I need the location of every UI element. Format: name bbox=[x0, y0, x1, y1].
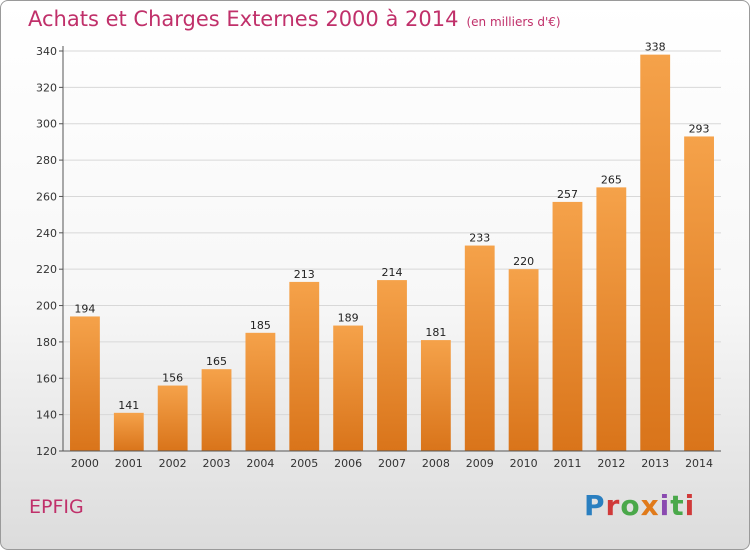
bar bbox=[201, 369, 232, 451]
town-label: EPFIG bbox=[29, 496, 84, 518]
x-tick-label: 2005 bbox=[290, 457, 318, 470]
x-tick-label: 2003 bbox=[203, 457, 231, 470]
x-tick-label: 2006 bbox=[334, 457, 362, 470]
x-tick-label: 2004 bbox=[246, 457, 274, 470]
brand-letter: i bbox=[684, 489, 696, 522]
y-tick-label: 180 bbox=[36, 336, 57, 349]
chart-title: Achats et Charges Externes 2000 à 2014 (e… bbox=[28, 7, 561, 31]
value-label: 181 bbox=[425, 326, 446, 339]
bar bbox=[333, 325, 364, 451]
value-labels: 194 141 156 165 185 213 189 214 181 233 220 257 265 3… bbox=[74, 41, 709, 412]
bar bbox=[157, 385, 188, 451]
x-tick-label: 2007 bbox=[378, 457, 406, 470]
value-label: 233 bbox=[469, 232, 490, 245]
value-label: 141 bbox=[118, 399, 139, 412]
value-label: 156 bbox=[162, 372, 183, 385]
bar bbox=[464, 245, 495, 451]
value-label: 214 bbox=[382, 266, 403, 279]
value-label: 293 bbox=[689, 122, 710, 135]
brand-letter: t bbox=[670, 489, 685, 522]
value-label: 265 bbox=[601, 173, 622, 186]
brand-logo: Proxiti bbox=[584, 489, 695, 522]
brand-letter: o bbox=[620, 489, 641, 522]
brand-letter: i bbox=[659, 489, 671, 522]
bar bbox=[113, 412, 144, 451]
bar bbox=[70, 316, 100, 451]
y-tick-label: 260 bbox=[36, 190, 57, 203]
y-tick-label: 200 bbox=[36, 300, 57, 313]
x-tick-label: 2009 bbox=[466, 457, 494, 470]
bar bbox=[245, 332, 276, 451]
value-label: 189 bbox=[338, 312, 359, 325]
x-tick-label: 2002 bbox=[159, 457, 187, 470]
x-tick-label: 2012 bbox=[597, 457, 625, 470]
value-label: 194 bbox=[74, 302, 95, 315]
x-tick-label: 2001 bbox=[115, 457, 143, 470]
bar bbox=[420, 340, 451, 451]
unit-label: (en milliers d'€) bbox=[466, 15, 561, 29]
bar bbox=[596, 187, 627, 451]
bars bbox=[70, 54, 714, 452]
x-tick-label: 2013 bbox=[641, 457, 669, 470]
x-axis: 2000 2001 2002 2003 2004 2005 2006 2007 2008 2009… bbox=[63, 450, 721, 470]
bar bbox=[552, 201, 583, 451]
bar bbox=[684, 136, 714, 452]
value-label: 257 bbox=[557, 188, 578, 201]
y-tick-label: 300 bbox=[36, 118, 57, 131]
y-tick-label: 160 bbox=[36, 372, 57, 385]
value-label: 213 bbox=[294, 268, 315, 281]
x-tick-label: 2000 bbox=[71, 457, 99, 470]
x-tick-label: 2011 bbox=[553, 457, 581, 470]
y-tick-label: 280 bbox=[36, 154, 57, 167]
y-tick-label: 340 bbox=[36, 45, 57, 58]
y-tick-label: 320 bbox=[36, 81, 57, 94]
title-text: Achats et Charges Externes 2000 à 2014 bbox=[28, 7, 459, 31]
y-tick-label: 140 bbox=[36, 409, 57, 422]
bar bbox=[289, 281, 320, 451]
value-label: 220 bbox=[513, 255, 534, 268]
y-axis: 120 140 160 180 200 220 240 260 280 300 320 340 bbox=[36, 45, 64, 458]
y-tick-label: 120 bbox=[36, 445, 57, 458]
value-label: 185 bbox=[250, 319, 271, 332]
brand-letter: x bbox=[640, 489, 660, 522]
brand-letter: r bbox=[605, 489, 621, 522]
brand-letter: P bbox=[584, 489, 606, 522]
x-tick-label: 2008 bbox=[422, 457, 450, 470]
y-tick-label: 240 bbox=[36, 227, 57, 240]
bar bbox=[640, 54, 671, 452]
value-label: 165 bbox=[206, 355, 227, 368]
y-tick-label: 220 bbox=[36, 263, 57, 276]
bar bbox=[377, 280, 407, 451]
bar bbox=[508, 269, 539, 451]
x-tick-label: 2010 bbox=[510, 457, 538, 470]
x-tick-label: 2014 bbox=[685, 457, 713, 470]
value-label: 338 bbox=[645, 41, 666, 54]
